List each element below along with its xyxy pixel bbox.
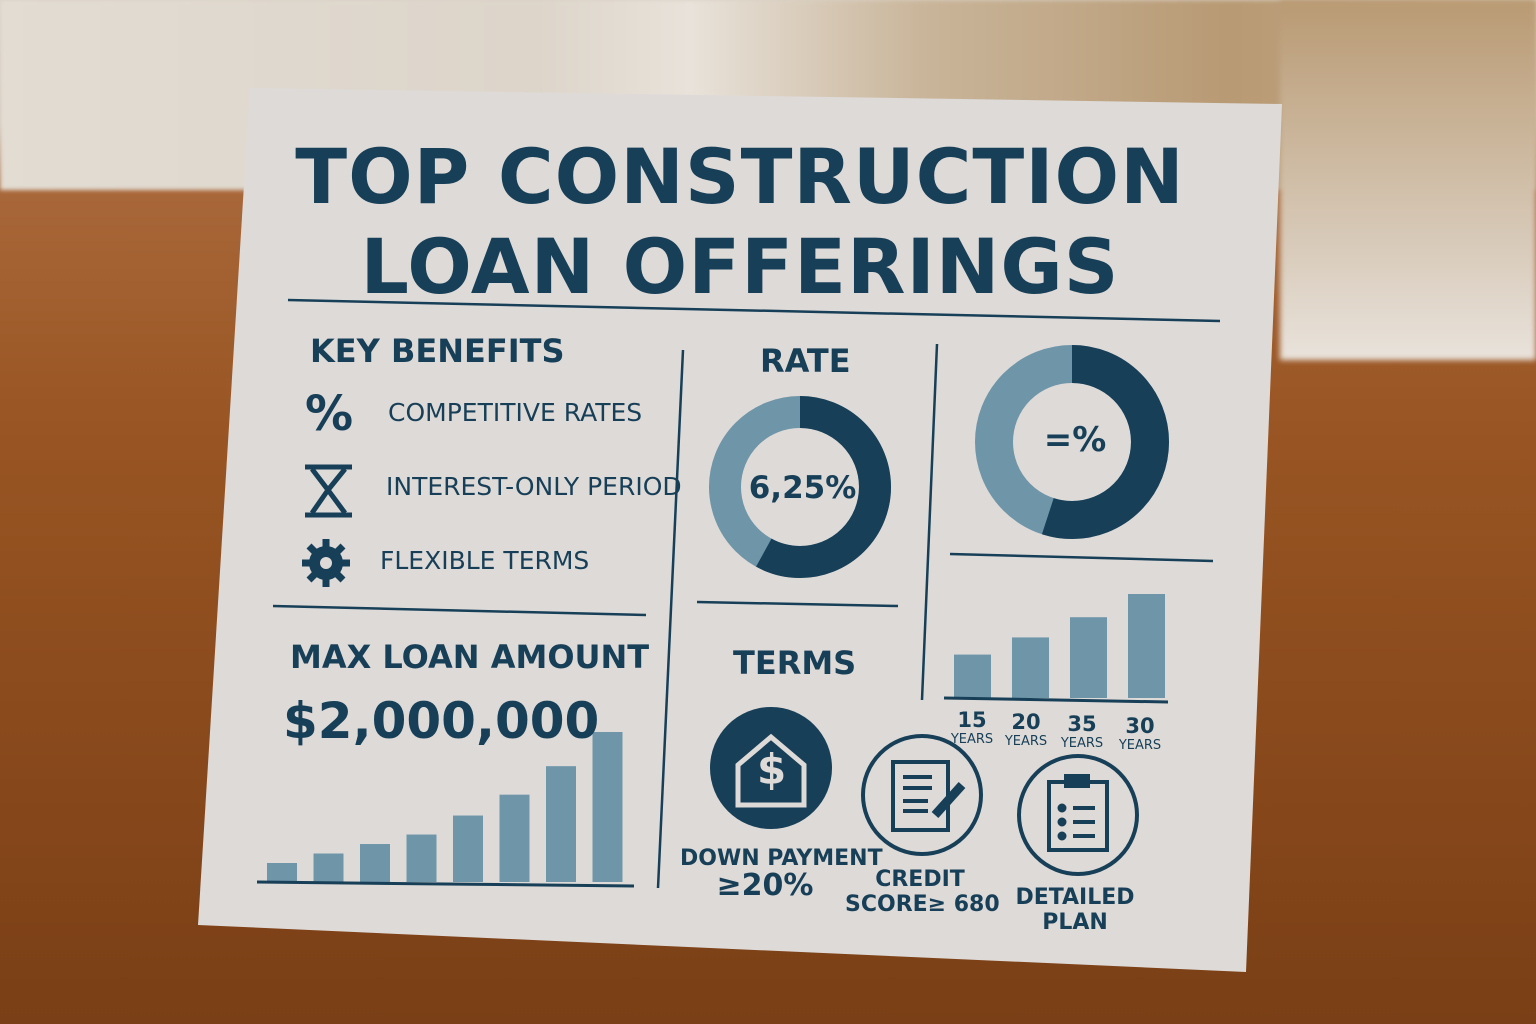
term-caption: DOWN PAYMENT ≥20% xyxy=(680,846,883,903)
donut-segment-dark xyxy=(709,396,891,578)
bar xyxy=(360,844,390,882)
divider xyxy=(949,552,1214,563)
term-caption: DETAILED PLAN xyxy=(1015,885,1135,935)
donut-label: =% xyxy=(1043,420,1107,460)
bar xyxy=(546,766,576,882)
key-benefits-heading: KEY BENEFITS xyxy=(310,332,565,370)
loan-bar-chart xyxy=(256,732,635,888)
divider xyxy=(287,298,1221,323)
bar xyxy=(1012,637,1049,698)
donut-segment-dark xyxy=(975,345,1169,539)
axis-line xyxy=(256,880,635,888)
percent-icon: % xyxy=(305,386,354,442)
rate-heading: RATE xyxy=(760,342,851,380)
hourglass-icon xyxy=(305,464,352,518)
bar xyxy=(313,853,344,882)
divider xyxy=(272,604,647,617)
bar xyxy=(954,654,991,698)
benefit-label: INTEREST-ONLY PERIOD xyxy=(386,472,682,501)
bar xyxy=(1128,594,1165,698)
bar-label: 15 YEARS xyxy=(950,708,994,748)
bar xyxy=(592,732,623,882)
benefit-label: FLEXIBLE TERMS xyxy=(380,546,590,575)
rate-value: 6,25% xyxy=(748,470,857,506)
background-shelf xyxy=(1280,0,1536,360)
page-title: TOP CONSTRUCTION LOAN OFFERINGS xyxy=(290,132,1190,312)
gear-icon xyxy=(302,539,350,587)
clipboard-list-icon xyxy=(1017,754,1139,876)
bar-label: 20 YEARS xyxy=(1004,710,1048,750)
bar-label: 30 YEARS xyxy=(1118,714,1162,754)
house-dollar-icon xyxy=(710,707,832,829)
rate-donut-chart xyxy=(709,396,891,578)
title-line-2: LOAN OFFERINGS xyxy=(360,222,1120,311)
max-loan-heading: MAX LOAN AMOUNT xyxy=(290,638,650,676)
terms-bar-chart xyxy=(943,594,1169,704)
divider xyxy=(656,349,685,889)
max-loan-value: $2,000,000 xyxy=(283,692,600,750)
axis-line xyxy=(943,696,1169,704)
percent-donut-chart xyxy=(975,345,1169,539)
dollar-sign: $ xyxy=(757,745,787,794)
term-caption: CREDIT SCORE≥ 680 xyxy=(845,867,1000,917)
terms-heading: TERMS xyxy=(733,644,857,682)
title-line-1: TOP CONSTRUCTION xyxy=(295,132,1185,221)
benefit-label: COMPETITIVE RATES xyxy=(388,398,643,427)
bar xyxy=(1070,617,1107,698)
bar xyxy=(267,863,297,882)
document-pen-icon xyxy=(861,734,983,856)
bar xyxy=(406,834,437,882)
bar xyxy=(499,794,530,882)
divider xyxy=(696,600,899,608)
bar xyxy=(453,815,483,882)
divider xyxy=(920,343,939,701)
bar-label: 35 YEARS xyxy=(1060,712,1104,752)
